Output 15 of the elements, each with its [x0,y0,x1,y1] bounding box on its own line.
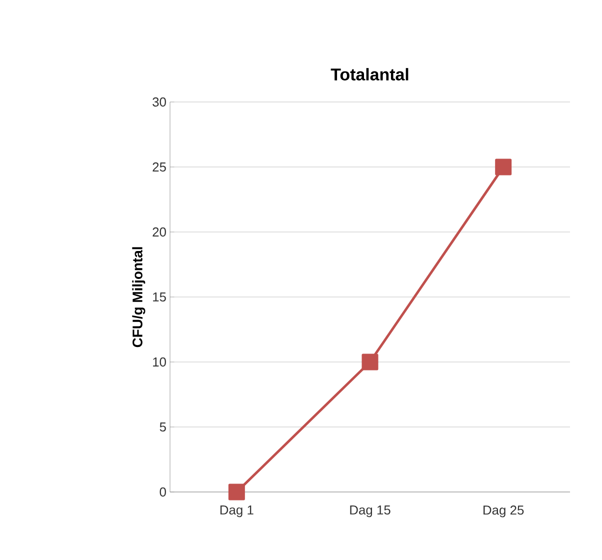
x-tick-label: Dag 25 [484,506,524,518]
chart-title: Totalantal [330,68,408,80]
point [228,484,245,500]
y-axis-title: CFU/g Miljontal [132,247,146,348]
y-tick-label: 30 [152,97,166,107]
x-tick-label: Dag 15 [350,506,390,518]
y-tick-label: 15 [153,292,166,302]
y-tick-label: 0 [160,487,166,497]
y-tick-label: 10 [153,357,166,367]
point [495,158,512,176]
y-tick-label: 20 [152,227,166,237]
y-tick-label: 5 [160,422,166,432]
y-tick-label: 25 [152,162,166,172]
point [362,354,378,370]
x-tick-label: Dag 1 [220,506,254,518]
